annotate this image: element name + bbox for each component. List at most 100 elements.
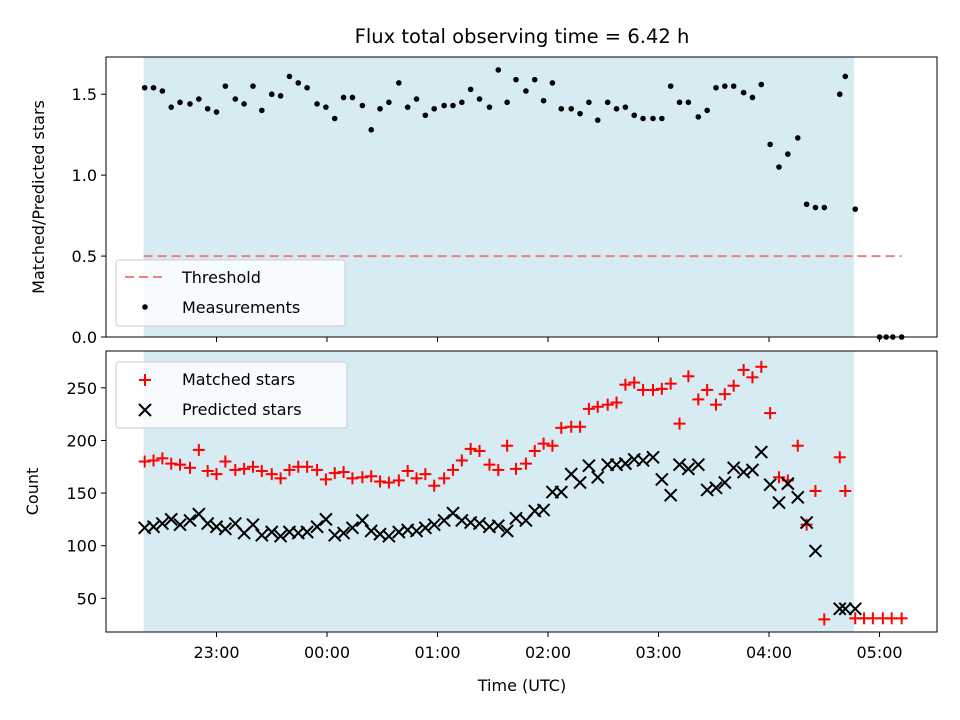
predicted-star-point [618, 456, 633, 471]
matched-star-point [446, 463, 459, 476]
matched-star-point [337, 466, 350, 479]
matched-star-point [201, 464, 214, 477]
x-tick-label: 03:00 [635, 643, 681, 662]
measurement-point [836, 91, 843, 98]
top-axes-frame [105, 56, 938, 338]
predicted-star-point [173, 517, 187, 532]
measurement-point [842, 73, 849, 80]
measurement-point [359, 102, 366, 109]
measurement-point [730, 83, 737, 89]
bottom-legend: Matched stars Predicted stars [115, 361, 348, 429]
measurement-point [431, 105, 438, 112]
measurement-point [295, 80, 302, 86]
measurement-point [204, 105, 211, 112]
measurement-point [540, 97, 547, 104]
measurement-point [413, 96, 420, 102]
measurement-point [404, 104, 411, 110]
measurement-point [268, 91, 275, 98]
measurement-point [812, 204, 819, 211]
measurement-point [213, 109, 220, 115]
measurement-point [277, 93, 284, 99]
matched-star-point [746, 371, 759, 384]
matched-star-point [818, 613, 831, 626]
measurement-point [314, 101, 320, 107]
predicted-star-point [265, 525, 279, 539]
measurement-point [740, 89, 747, 96]
measurement-point [758, 81, 765, 88]
measurement-point [558, 105, 565, 112]
measurement-point [286, 73, 293, 80]
predicted-star-point [246, 517, 260, 532]
predicted-star-point [155, 516, 170, 531]
measurement-point [441, 102, 447, 109]
measurement-point [586, 99, 592, 106]
predicted-star-point [382, 529, 396, 543]
matched-star-point [138, 455, 151, 468]
predicted-star-point [319, 512, 333, 527]
matched-star-point [647, 383, 660, 396]
predicted-star-point [273, 529, 288, 543]
measurement-point [450, 102, 456, 109]
legend-predicted-swatch [138, 403, 152, 417]
matched-star-point [455, 454, 468, 467]
measurement-point [467, 86, 474, 93]
count-panel: 23:00 00:00 01:00 02:00 03:00 04:00 05:00 50 10… [23, 350, 938, 695]
matched-star-point [392, 474, 405, 487]
matched-star-point [229, 463, 242, 476]
matched-star-point [755, 360, 768, 373]
matched-star-point [346, 472, 359, 485]
predicted-star-point [310, 520, 324, 534]
x-tick-label: 23:00 [193, 643, 239, 662]
matched-star-point [628, 376, 641, 389]
predicted-star-point [838, 602, 852, 616]
measurement-point [168, 104, 174, 110]
predicted-star-point [427, 517, 441, 532]
measurement-point [704, 107, 710, 114]
matched-star-point [246, 460, 259, 473]
matched-star-point [274, 472, 287, 485]
matched-star-point [147, 454, 160, 467]
predicted-star-point [681, 462, 696, 476]
x-tick-label: 04:00 [746, 643, 792, 662]
matched-star-point [709, 398, 722, 411]
chart-title: Flux total observing time = 6.42 h [355, 25, 690, 48]
measurement-point [386, 99, 392, 106]
measurement-point [159, 88, 166, 94]
predicted-star-point [345, 521, 360, 535]
matched-star-point [428, 479, 441, 492]
bottom-y-ticks: 50 100 150 200 250 [66, 379, 106, 608]
measurement-point [722, 83, 728, 89]
matched-star-point [365, 470, 378, 483]
measurement-point [659, 115, 665, 122]
matched-star-point [591, 400, 604, 413]
predicted-star-point [146, 520, 161, 534]
measurement-point [794, 135, 801, 141]
predicted-star-point [808, 544, 823, 558]
matched-star-point [833, 451, 846, 464]
y-tick-label: 0.5 [72, 247, 97, 266]
matched-star-point [174, 458, 187, 471]
matched-star-point [438, 472, 451, 485]
measurement-point [640, 115, 646, 122]
matched-star-point [301, 460, 314, 473]
measurement-point [613, 105, 620, 112]
matched-star-point [311, 463, 324, 476]
matched-star-point [772, 471, 785, 484]
measurement-point [241, 101, 247, 107]
matched-star-point [483, 458, 496, 471]
measurement-point [459, 99, 465, 106]
matched-star-point [382, 476, 395, 489]
predicted-star-point [772, 495, 786, 510]
matched-star-point [528, 444, 541, 457]
matched-star-point [501, 439, 514, 452]
matched-star-point [283, 463, 296, 476]
predicted-star-point [646, 450, 660, 465]
predicted-star-point [718, 475, 732, 490]
bottom-legend-box [115, 361, 348, 429]
matched-star-point [655, 382, 668, 395]
matched-star-point [692, 393, 705, 406]
measurement-point [695, 114, 702, 120]
matched-star-point [895, 612, 908, 625]
matched-star-point [664, 377, 677, 390]
